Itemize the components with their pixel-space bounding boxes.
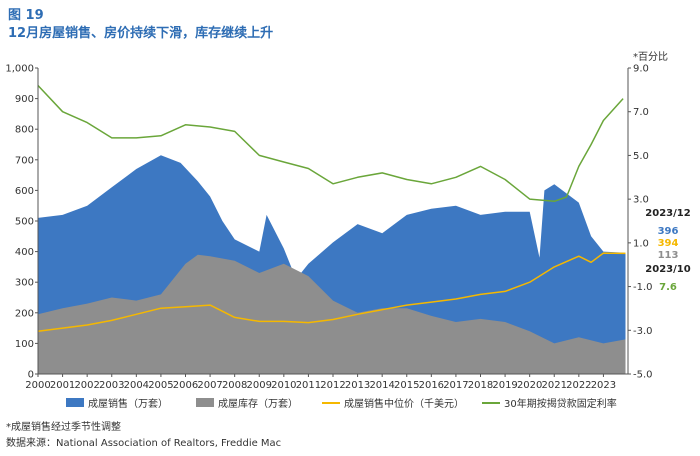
y-left-tick-label: 1,000 (5, 64, 34, 75)
y-left-tick-label: 800 (15, 125, 34, 136)
source-note: 数据来源：National Association of Realtors, F… (6, 438, 282, 449)
x-tick-label: 2016 (419, 380, 444, 391)
x-tick-label: 2010 (271, 380, 296, 391)
x-tick-label: 2023 (591, 380, 616, 391)
annotation-inventory-value: 113 (658, 250, 679, 261)
y-left-tick-label: 400 (15, 247, 34, 258)
x-tick-label: 2013 (345, 380, 370, 391)
y-right-axis-title: *百分比 (633, 51, 668, 63)
y-right-tick-label: -1.0 (633, 282, 653, 293)
x-tick-label: 2011 (296, 380, 321, 391)
x-tick-label: 2002 (74, 380, 99, 391)
y-right-tick-label: 5.0 (633, 151, 649, 162)
x-tick-label: 2001 (50, 380, 75, 391)
median-price-line (37, 252, 626, 332)
annotation-rate-value: 7.6 (659, 282, 677, 293)
y-right-tick-label: 7.0 (633, 107, 649, 118)
x-tick-label: 2004 (124, 380, 149, 391)
footnote: *成屋销售经过季节性调整 (6, 422, 121, 433)
legend-label: 30年期按揭贷款固定利率 (504, 397, 617, 410)
y-left-tick-label: 500 (15, 217, 34, 228)
x-tick-label: 2003 (99, 380, 124, 391)
y-right-tick-label: -3.0 (633, 326, 653, 337)
mortgage-rate-line (37, 84, 624, 203)
y-left-tick-label: 700 (15, 155, 34, 166)
y-right-tick-label: 9.0 (633, 64, 649, 75)
x-tick-label: 2019 (492, 380, 517, 391)
figure-title: 12月房屋销售、房价持续下滑，库存继续上升 (8, 26, 274, 41)
x-tick-label: 2005 (148, 380, 173, 391)
x-tick-label: 2012 (320, 380, 345, 391)
y-left-tick-label: 0 (28, 370, 34, 381)
y-left-tick-label: 600 (15, 186, 34, 197)
annotation-sales-value: 396 (658, 226, 679, 237)
x-tick-label: 2022 (566, 380, 591, 391)
legend-label: 成屋库存（万套） (218, 397, 298, 410)
x-tick-label: 2021 (542, 380, 567, 391)
annotation-date-rate: 2023/10 (645, 264, 690, 275)
x-tick-label: 2008 (222, 380, 247, 391)
x-tick-label: 2007 (197, 380, 222, 391)
y-left-tick-label: 100 (15, 339, 34, 350)
y-left-tick-label: 200 (15, 308, 34, 319)
legend-swatch (196, 398, 214, 407)
legend-label: 成屋销售（万套） (88, 397, 168, 410)
x-tick-label: 2018 (468, 380, 493, 391)
figure-number: 图 19 (8, 8, 44, 23)
annotation-date-main: 2023/12 (645, 208, 690, 219)
x-tick-label: 2000 (25, 380, 50, 391)
inventory-area (38, 254, 626, 374)
y-left-tick-label: 900 (15, 94, 34, 105)
y-right-tick-label: -5.0 (633, 370, 653, 381)
legend-label: 成屋销售中位价（千美元） (344, 397, 464, 410)
annotation-price-value: 394 (658, 238, 679, 249)
x-tick-label: 2015 (394, 380, 419, 391)
y-right-tick-label: 3.0 (633, 195, 649, 206)
x-tick-label: 2017 (443, 380, 468, 391)
x-tick-label: 2006 (173, 380, 198, 391)
x-tick-label: 2020 (517, 380, 542, 391)
legend-swatch (66, 398, 84, 407)
y-left-tick-label: 300 (15, 278, 34, 289)
x-tick-label: 2014 (369, 380, 394, 391)
x-tick-label: 2009 (247, 380, 272, 391)
y-right-tick-label: 1.0 (633, 238, 649, 249)
